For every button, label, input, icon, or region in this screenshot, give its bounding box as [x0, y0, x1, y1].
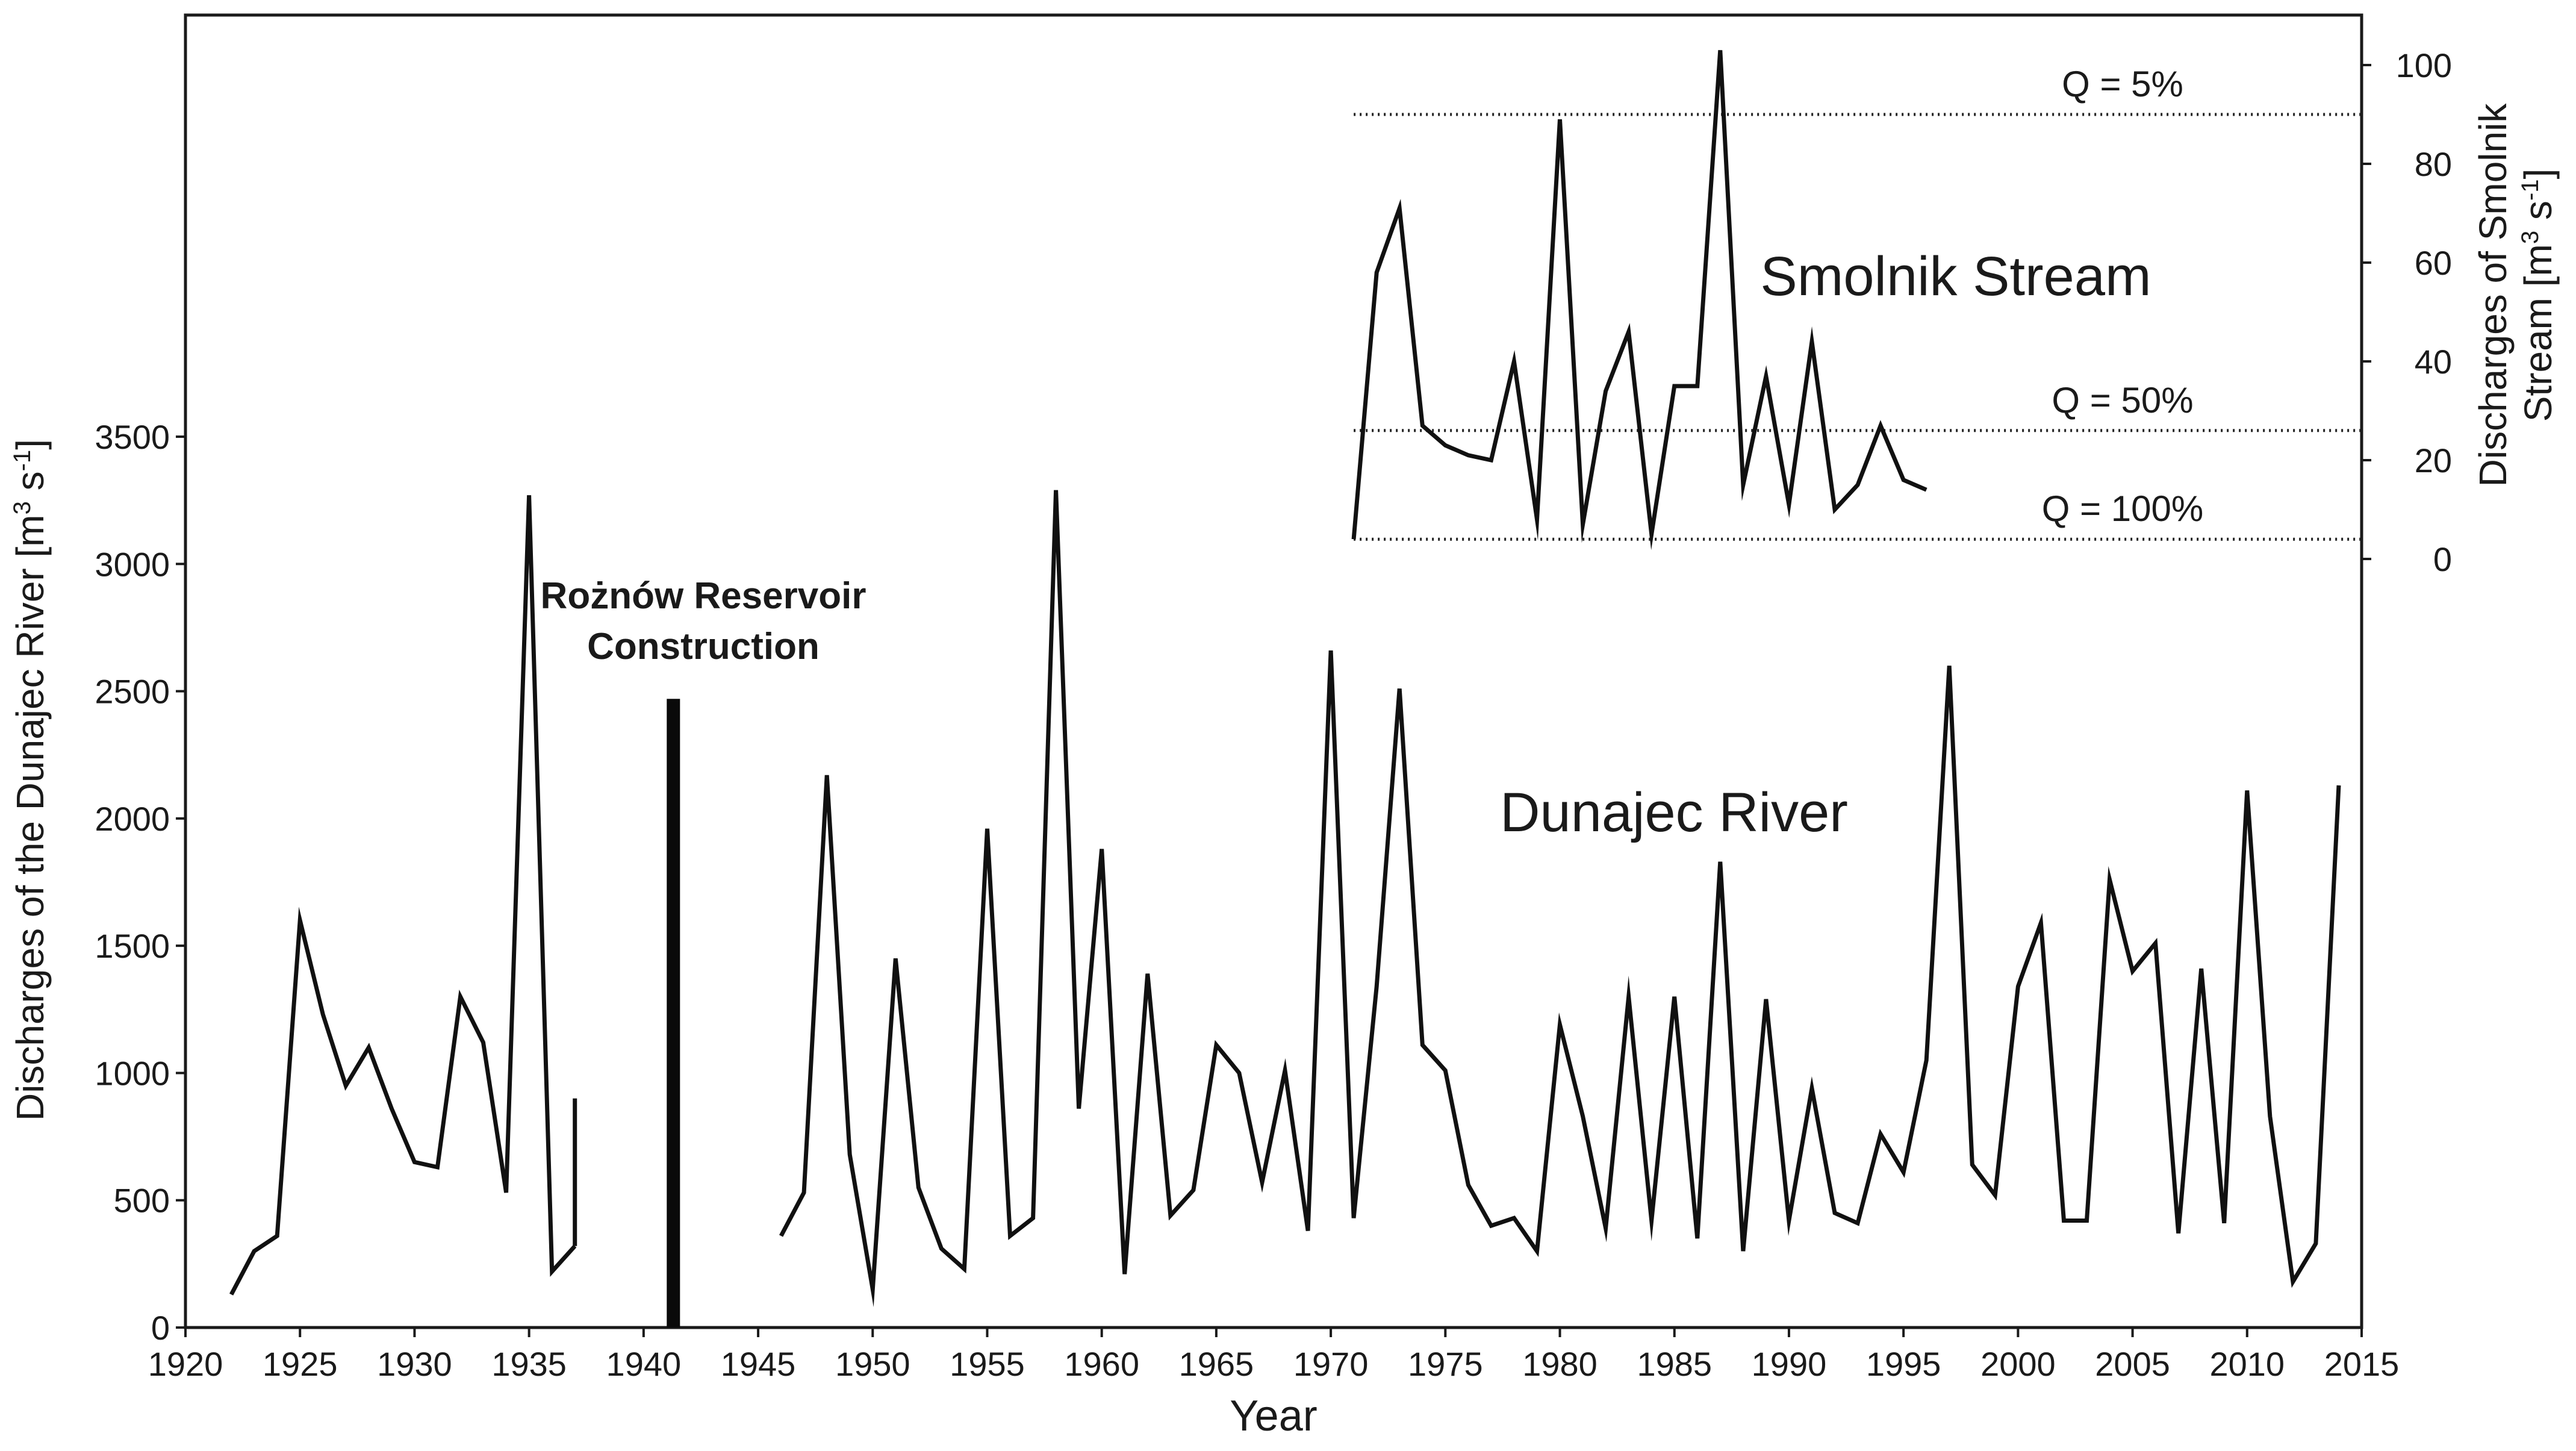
- left-y-tick-label: 2000: [95, 800, 170, 838]
- reservoir-label-line2: Construction: [587, 626, 820, 667]
- x-axis-ticks: 1920 1925 1930 1935 1940 1945 1950 1955 1960 1965…: [148, 1328, 2400, 1383]
- x-tick-label: 1970: [1293, 1345, 1369, 1383]
- x-tick-label: 1930: [377, 1345, 452, 1383]
- left-y-axis-title: Discharges of the Dunajec River [m3 s-1]: [8, 439, 52, 1121]
- x-tick-label: 1945: [721, 1345, 796, 1383]
- reference-line-label: Q = 5%: [2062, 64, 2183, 104]
- x-tick-label: 1980: [1522, 1345, 1598, 1383]
- dunajec-river-line: [229, 495, 577, 1296]
- left-y-title-sup3: 3: [9, 501, 36, 514]
- left-y-title-end: ]: [8, 439, 52, 450]
- left-y-axis-ticks: 0 500 1000 1500 2000 2500 3000 3500: [95, 418, 185, 1347]
- right-y-tick-label: 0: [2433, 540, 2452, 578]
- x-tick-label: 2005: [2095, 1345, 2170, 1383]
- x-tick-label: 1985: [1637, 1345, 1712, 1383]
- right-y-title-supm1: -1: [2517, 179, 2543, 201]
- reservoir-construction-bar: [667, 699, 680, 1328]
- x-tick-label: 1925: [263, 1345, 338, 1383]
- x-tick-label: 1960: [1064, 1345, 1139, 1383]
- right-y-tick-label: 60: [2415, 244, 2452, 282]
- x-tick-label: 1995: [1866, 1345, 1941, 1383]
- left-y-tick-label: 1500: [95, 927, 170, 965]
- reservoir-label-line1: Rożnów Reservoir: [541, 575, 866, 617]
- right-y-axis-title-line2: Stream [m3 s-1]: [2516, 169, 2560, 422]
- plot-frame: [184, 13, 2363, 1329]
- left-y-title-mid: s: [8, 471, 52, 501]
- annotations: [667, 699, 680, 1328]
- left-y-tick-label: 3000: [95, 545, 170, 583]
- x-tick-label: 1965: [1179, 1345, 1254, 1383]
- left-y-tick-label: 500: [114, 1182, 170, 1220]
- x-tick-label: 1950: [835, 1345, 910, 1383]
- left-y-tick-label: 0: [151, 1309, 170, 1347]
- left-y-tick-label: 1000: [95, 1054, 170, 1092]
- x-tick-label: 1955: [950, 1345, 1025, 1383]
- right-y-axis-title-line1: Discharges of Smolnik: [2471, 103, 2515, 487]
- x-tick-label: 1935: [491, 1345, 567, 1383]
- left-y-tick-label: 2500: [95, 673, 170, 711]
- right-y-tick-label: 100: [2396, 46, 2452, 84]
- left-y-title-supm1: -1: [9, 450, 36, 472]
- dunajec-river-label: Dunajec River: [1500, 782, 1848, 843]
- right-y-axis-ticks: 0 20 40 60 80 100: [2362, 46, 2452, 578]
- left-y-tick-label: 3500: [95, 418, 170, 456]
- right-y-tick-label: 20: [2415, 442, 2452, 479]
- right-y-title-main: Stream [m: [2516, 244, 2560, 422]
- right-y-title-mid: s: [2516, 201, 2560, 231]
- x-tick-label: 1920: [148, 1345, 223, 1383]
- right-y-title-end: ]: [2516, 169, 2560, 179]
- x-tick-label: 2010: [2210, 1345, 2285, 1383]
- smolnik-stream-label: Smolnik Stream: [1760, 246, 2151, 307]
- reference-line-label: Q = 50%: [2052, 380, 2193, 420]
- x-tick-label: 1975: [1408, 1345, 1483, 1383]
- dunajec-river-line: [779, 490, 2341, 1308]
- smolnik-stream-line: [1351, 50, 1927, 551]
- series-lines: [229, 50, 2341, 1308]
- x-tick-label: 2015: [2324, 1345, 2400, 1383]
- reference-lines: Q = 5% Q = 50% Q = 100%: [1354, 64, 2362, 541]
- x-tick-label: 1990: [1752, 1345, 1827, 1383]
- right-y-title-sup3: 3: [2517, 231, 2543, 244]
- x-tick-label: 1940: [606, 1345, 682, 1383]
- left-y-title-main: Discharges of the Dunajec River [m: [8, 514, 52, 1121]
- x-axis-title: Year: [1230, 1392, 1317, 1440]
- right-y-tick-label: 40: [2415, 343, 2452, 381]
- right-y-tick-label: 80: [2415, 145, 2452, 183]
- reference-line-label: Q = 100%: [2042, 488, 2204, 529]
- x-tick-label: 2000: [1980, 1345, 2056, 1383]
